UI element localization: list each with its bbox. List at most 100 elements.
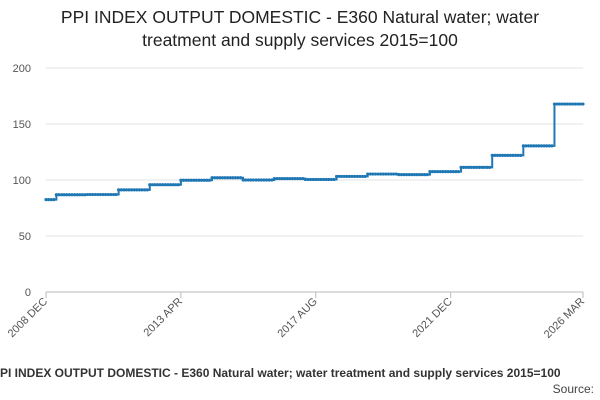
data-point	[272, 177, 276, 181]
data-point	[259, 178, 263, 182]
data-point	[254, 178, 258, 182]
data-point	[171, 183, 175, 187]
data-point	[519, 153, 523, 157]
data-point	[244, 178, 248, 182]
data-point	[329, 177, 333, 182]
data-point	[571, 102, 575, 106]
data-point	[262, 178, 266, 182]
data-point	[480, 165, 484, 169]
data-point	[334, 174, 339, 179]
data-point	[145, 188, 149, 192]
data-point	[464, 165, 468, 169]
data-point	[358, 174, 362, 179]
data-point	[213, 176, 217, 180]
data-point	[200, 178, 204, 182]
data-point	[101, 192, 105, 197]
data-point	[202, 178, 206, 182]
data-point	[560, 102, 564, 106]
data-point	[394, 172, 398, 176]
data-point	[342, 174, 346, 179]
data-point	[477, 165, 481, 169]
data-point	[309, 177, 313, 182]
data-point	[78, 193, 82, 197]
data-point	[472, 165, 476, 169]
data-point	[98, 192, 103, 197]
data-point	[114, 192, 118, 197]
data-point	[539, 144, 544, 148]
data-point	[119, 188, 123, 192]
data-point	[218, 176, 222, 180]
data-point	[67, 193, 71, 197]
data-point	[524, 144, 528, 148]
chart-title-line-2: treatment and supply services 2015=100	[142, 30, 458, 50]
data-point	[407, 173, 411, 177]
data-point	[534, 144, 538, 148]
data-point	[181, 178, 186, 182]
data-point	[132, 188, 136, 192]
data-point	[488, 165, 492, 169]
data-point	[327, 177, 331, 182]
data-point	[441, 170, 445, 174]
plot-area	[44, 102, 585, 202]
data-point	[425, 173, 429, 177]
data-point	[526, 144, 531, 148]
data-point	[52, 198, 56, 202]
data-point	[270, 178, 274, 182]
data-point	[443, 170, 448, 174]
data-point	[433, 170, 437, 174]
data-point	[511, 153, 515, 157]
data-point	[54, 193, 58, 197]
data-point	[306, 177, 310, 182]
data-point	[430, 170, 435, 174]
data-point	[446, 170, 450, 174]
data-point	[220, 176, 225, 180]
data-point	[420, 173, 424, 177]
data-point	[506, 153, 510, 157]
data-point	[301, 177, 305, 181]
data-point	[296, 177, 300, 181]
x-tick-label: 2008 DEC	[6, 296, 50, 340]
data-point	[381, 172, 385, 176]
data-point	[280, 177, 284, 181]
data-point	[251, 178, 256, 182]
data-point	[368, 172, 372, 176]
data-point	[498, 153, 502, 157]
data-point	[449, 170, 453, 174]
data-point	[238, 176, 243, 180]
data-point	[550, 144, 554, 148]
data-point	[376, 172, 380, 176]
data-point	[410, 173, 414, 177]
y-tick-label: 150	[13, 119, 31, 131]
data-point	[565, 102, 570, 106]
data-point	[500, 153, 505, 157]
data-point	[542, 144, 546, 148]
data-point	[62, 193, 66, 197]
data-point	[80, 193, 84, 197]
data-point	[311, 177, 315, 182]
data-point	[379, 172, 383, 176]
data-point	[127, 188, 131, 192]
footer-series-title: PPI INDEX OUTPUT DOMESTIC - E360 Natural…	[0, 366, 561, 380]
data-point	[459, 165, 463, 169]
data-point	[158, 183, 162, 187]
x-tick-label: 2013 APR	[141, 296, 185, 340]
y-tick-label: 200	[13, 63, 31, 75]
data-point	[249, 178, 253, 182]
x-tick-label: 2017 AUG	[276, 296, 320, 340]
data-point	[454, 170, 458, 174]
data-point	[397, 173, 401, 177]
data-point	[148, 183, 152, 187]
data-point	[142, 188, 147, 192]
data-point	[340, 174, 344, 179]
data-point	[576, 102, 580, 106]
data-point	[428, 170, 432, 174]
data-point	[106, 192, 110, 197]
data-point	[197, 178, 201, 182]
data-point	[46, 198, 51, 202]
data-point	[225, 176, 230, 180]
data-point	[573, 102, 577, 106]
data-point	[70, 193, 74, 197]
data-point	[210, 176, 214, 180]
data-point	[277, 177, 282, 181]
data-point	[264, 178, 269, 182]
